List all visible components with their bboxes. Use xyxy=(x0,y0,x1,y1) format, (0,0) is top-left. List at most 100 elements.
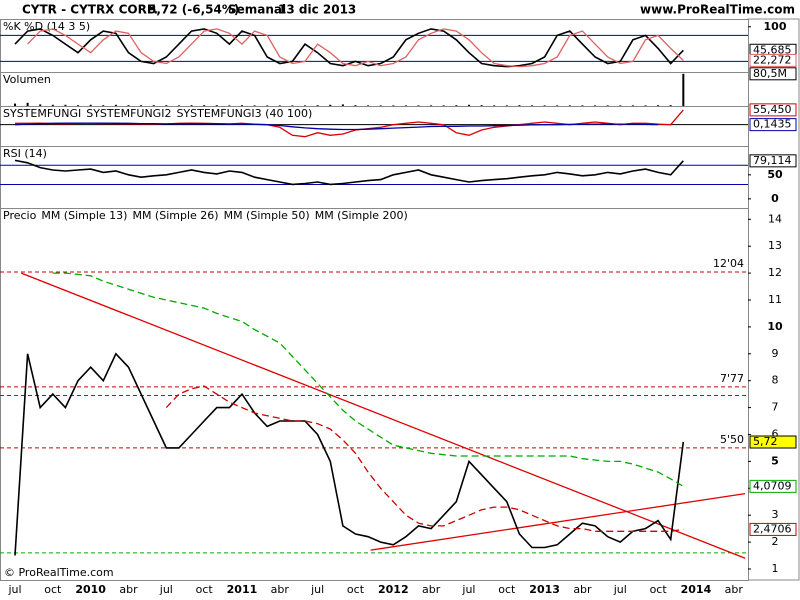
last-value-label: 0,1435 xyxy=(753,118,792,131)
bar xyxy=(594,105,597,106)
bar xyxy=(379,105,382,106)
bar xyxy=(341,104,344,106)
panel-title: MM (Simple 200) xyxy=(315,209,408,222)
bar xyxy=(240,105,243,106)
y-tick-label: 11 xyxy=(768,293,782,306)
bar xyxy=(367,105,370,106)
period: Semanal xyxy=(228,3,286,17)
bar xyxy=(657,105,660,106)
bar xyxy=(152,105,155,106)
panel xyxy=(0,208,749,581)
last-value-label: 45,685 xyxy=(753,43,792,56)
last-value-label: 5,72 xyxy=(753,435,778,448)
quote: 5,72 (-6,54%) xyxy=(148,3,239,17)
x-tick-label: jul xyxy=(310,583,324,596)
bar xyxy=(606,105,609,106)
panel-title: SYSTEMFUNGI xyxy=(3,107,81,120)
bar xyxy=(329,104,332,106)
y-tick-label: 1 xyxy=(772,562,779,575)
x-tick-label: abr xyxy=(725,583,744,596)
x-tick-label: abr xyxy=(422,583,441,596)
bar xyxy=(114,104,117,106)
x-tick-label: jul xyxy=(159,583,173,596)
panel-title: MM (Simple 50) xyxy=(224,209,310,222)
last-value-box xyxy=(749,154,797,168)
x-tick-label: jul xyxy=(461,583,475,596)
panel-title: %K %D (14 3 5) xyxy=(3,20,90,33)
bar xyxy=(253,105,256,106)
series-line xyxy=(14,352,685,556)
panel-title: MM (Simple 26) xyxy=(132,209,218,222)
bar xyxy=(203,105,206,106)
panel-title: SYSTEMFUNGI2 xyxy=(86,107,171,120)
bar xyxy=(619,105,622,106)
y-tick-label: 6 xyxy=(772,427,779,440)
last-value-box xyxy=(749,522,797,536)
last-value-box xyxy=(749,53,797,67)
x-tick-label: 2010 xyxy=(75,583,106,596)
x-tick-label: oct xyxy=(650,583,668,596)
bar xyxy=(26,102,29,106)
y-tick-label: 50 xyxy=(767,168,783,181)
bar xyxy=(442,105,445,106)
bar xyxy=(14,103,16,106)
last-value-box xyxy=(749,103,797,117)
trendline xyxy=(21,272,746,559)
last-value-label: 4,0709 xyxy=(753,479,792,492)
last-value-label: 22,272 xyxy=(753,53,792,66)
panel-title: RSI (14) xyxy=(3,147,47,160)
bar xyxy=(518,105,521,106)
x-tick-label: abr xyxy=(573,583,592,596)
y-tick-label: 3 xyxy=(772,508,779,521)
series-line xyxy=(27,28,684,68)
bar xyxy=(127,105,130,106)
bar xyxy=(669,105,672,106)
bar xyxy=(278,105,281,106)
bar xyxy=(316,105,319,106)
bar xyxy=(581,105,584,106)
bar xyxy=(682,73,685,106)
bar xyxy=(102,105,105,106)
x-tick-label: 2012 xyxy=(378,583,409,596)
bar xyxy=(354,105,357,106)
panel xyxy=(0,146,749,209)
panel xyxy=(0,106,749,147)
bar xyxy=(480,105,483,106)
last-value-label: 79,114 xyxy=(753,154,792,167)
bar xyxy=(39,104,42,106)
date: 13 dic 2013 xyxy=(278,3,356,17)
ticker: CYTR - CYTRX CORP. xyxy=(22,3,158,17)
bar xyxy=(417,105,420,106)
x-tick-label: abr xyxy=(271,583,290,596)
bar xyxy=(543,105,546,106)
bar xyxy=(455,105,458,106)
panel-title: MM (Simple 13) xyxy=(41,209,127,222)
last-value-box xyxy=(749,435,797,449)
last-value-box xyxy=(749,118,797,132)
bar xyxy=(89,104,92,106)
series-line xyxy=(165,385,684,532)
panel-title: SYSTEMFUNGI3 (40 100) xyxy=(176,107,312,120)
y-tick-label: 10 xyxy=(767,320,783,333)
bar xyxy=(556,105,559,106)
panel-title: Precio xyxy=(3,209,37,222)
x-tick-label: oct xyxy=(498,583,516,596)
bar xyxy=(190,105,193,106)
series-line xyxy=(52,272,684,487)
bar xyxy=(228,105,231,106)
bar xyxy=(64,104,67,106)
level-label: 5'50 xyxy=(720,433,744,446)
x-tick-label: 2013 xyxy=(529,583,560,596)
bar xyxy=(177,105,180,106)
bar xyxy=(568,105,571,106)
footer: © ProRealTime.com xyxy=(4,566,114,579)
bar xyxy=(392,105,395,106)
bar xyxy=(140,105,143,106)
panel-title: Volumen xyxy=(3,73,51,86)
bar xyxy=(644,105,647,106)
y-tick-label: 2 xyxy=(772,535,779,548)
bar xyxy=(77,105,80,106)
x-tick-label: 2011 xyxy=(227,583,258,596)
last-value-box xyxy=(749,479,797,493)
trendline xyxy=(370,493,746,551)
